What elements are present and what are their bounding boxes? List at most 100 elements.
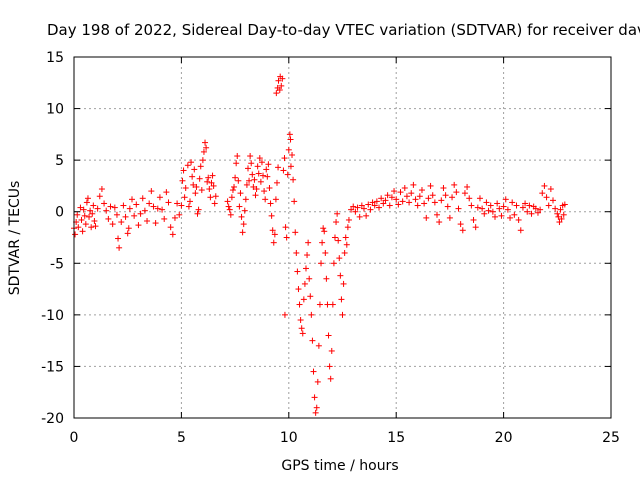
data-point — [485, 207, 492, 214]
data-point — [135, 222, 142, 229]
data-point — [196, 175, 203, 182]
data-point — [306, 275, 313, 282]
data-point — [376, 204, 383, 211]
data-point — [552, 205, 559, 212]
data-point — [209, 172, 216, 179]
data-point — [252, 192, 259, 199]
data-point — [438, 197, 445, 204]
data-point — [161, 215, 168, 222]
data-point — [260, 172, 267, 179]
data-point — [406, 199, 413, 206]
data-point — [165, 199, 172, 206]
data-point — [526, 202, 533, 209]
data-point — [188, 159, 195, 166]
data-point — [308, 311, 315, 318]
data-point — [403, 193, 410, 200]
grid — [74, 57, 611, 418]
data-point — [80, 206, 87, 213]
data-point — [287, 136, 294, 143]
data-point — [327, 375, 334, 382]
data-point — [210, 182, 217, 189]
data-point — [543, 194, 550, 201]
data-point — [180, 167, 187, 174]
data-point — [120, 202, 127, 209]
data-point — [557, 206, 564, 213]
data-point — [169, 231, 176, 238]
data-point — [293, 249, 300, 256]
data-point — [229, 187, 236, 194]
data-point — [87, 207, 94, 214]
data-point — [354, 204, 361, 211]
data-point — [273, 179, 280, 186]
data-point — [118, 219, 125, 226]
data-point — [397, 189, 404, 196]
y-tick-label: 0 — [55, 205, 64, 221]
data-point — [330, 260, 337, 267]
data-point — [464, 183, 471, 190]
data-point — [205, 174, 212, 181]
data-point — [254, 163, 261, 170]
data-point — [268, 212, 275, 219]
data-point — [550, 197, 557, 204]
data-point — [186, 198, 193, 205]
data-point — [72, 231, 79, 238]
data-point — [410, 181, 417, 188]
data-point — [167, 224, 174, 231]
data-point — [479, 205, 486, 212]
data-point — [358, 202, 365, 209]
data-point — [275, 164, 282, 171]
data-point — [212, 193, 219, 200]
data-point — [152, 220, 159, 227]
data-point — [352, 208, 359, 215]
data-point — [299, 330, 306, 337]
data-point — [350, 203, 357, 210]
data-point — [468, 202, 475, 209]
data-point — [494, 200, 501, 207]
data-point — [113, 211, 120, 218]
data-point — [343, 241, 350, 248]
data-point — [320, 225, 327, 232]
data-point — [272, 196, 279, 203]
plot-frame — [73, 56, 612, 419]
data-point — [513, 202, 520, 209]
data-point — [449, 194, 456, 201]
data-point — [558, 215, 565, 222]
data-point — [89, 210, 96, 217]
data-point — [125, 225, 132, 232]
data-point — [208, 179, 215, 186]
data-point — [253, 186, 260, 193]
data-point — [429, 192, 436, 199]
data-point — [273, 90, 280, 97]
data-point — [77, 204, 84, 211]
data-point — [150, 203, 157, 210]
data-point — [451, 181, 458, 188]
data-point — [291, 198, 298, 205]
data-point — [163, 189, 170, 196]
data-point — [325, 332, 332, 339]
data-point — [348, 206, 355, 213]
data-point — [335, 237, 342, 244]
data-point — [238, 213, 245, 220]
data-point — [498, 212, 505, 219]
data-point — [534, 209, 541, 216]
data-point — [539, 190, 546, 197]
data-point — [75, 224, 82, 231]
data-point — [247, 153, 254, 160]
data-point — [174, 200, 181, 207]
data-point — [286, 131, 293, 138]
data-point — [270, 239, 277, 246]
data-point — [541, 182, 548, 189]
data-point — [365, 201, 372, 208]
data-point — [244, 165, 251, 172]
data-point — [373, 198, 380, 205]
data-point — [555, 213, 562, 220]
data-point — [88, 224, 95, 231]
data-point — [367, 206, 374, 213]
data-point — [338, 296, 345, 303]
data-point — [311, 394, 318, 401]
data-point — [96, 193, 103, 200]
data-point — [258, 159, 265, 166]
data-point — [279, 75, 286, 82]
data-point — [321, 228, 328, 235]
data-point — [239, 229, 246, 236]
